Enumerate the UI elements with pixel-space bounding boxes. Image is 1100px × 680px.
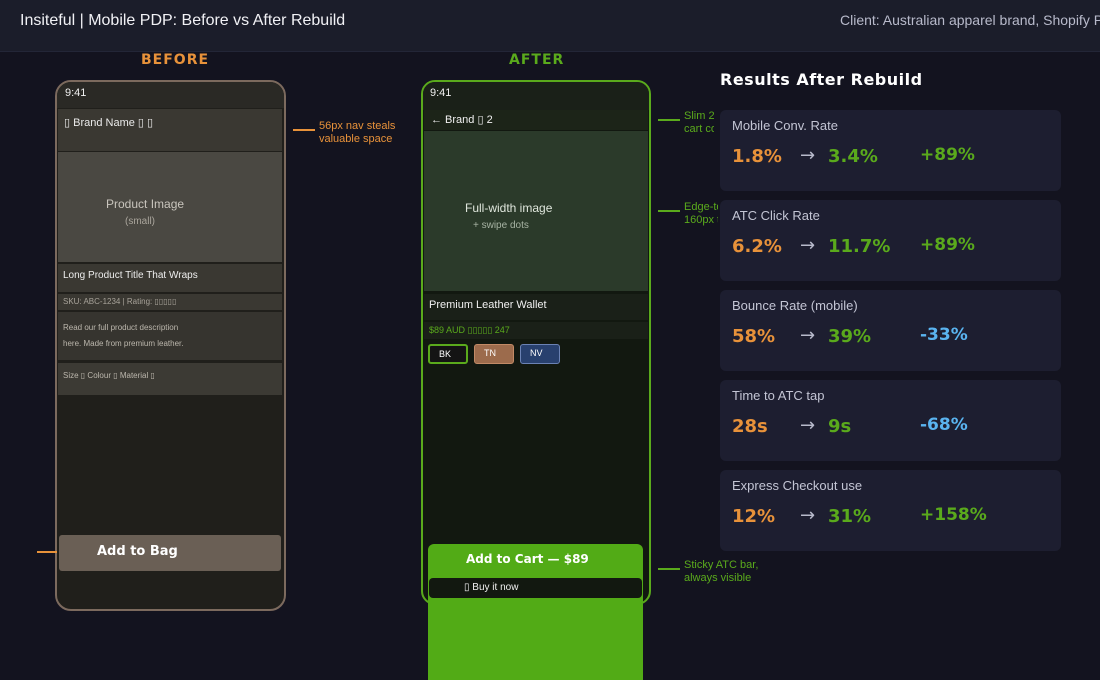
metric-card: Mobile Conv. Rate 1.8% → 3.4% +89% xyxy=(720,110,1061,191)
annotation-line xyxy=(37,551,57,553)
metric-delta: -68% xyxy=(920,415,968,435)
after-phone-mockup: 9:41 ← Brand ▯ 2 Full-width image + swip… xyxy=(421,80,651,605)
arrow-right-icon: → xyxy=(800,235,816,256)
metric-before-value: 1.8% xyxy=(732,146,782,167)
add-to-cart-button[interactable]: Add to Cart — $89 xyxy=(466,552,589,566)
metric-after-value: 39% xyxy=(828,326,872,347)
before-image-sub: (small) xyxy=(125,216,155,227)
metric-before-value: 28s xyxy=(732,416,768,437)
annotation-line1: Edge-to xyxy=(684,201,718,213)
metric-label: Bounce Rate (mobile) xyxy=(732,298,858,313)
client-label: Client: Australian apparel brand, Shopif… xyxy=(840,12,1100,28)
swatch-navy[interactable]: NV xyxy=(520,344,560,364)
before-label: BEFORE xyxy=(141,52,210,68)
metric-card: ATC Click Rate 6.2% → 11.7% +89% xyxy=(720,200,1061,281)
annotation-line2: cart cou xyxy=(684,123,714,135)
metric-after-value: 3.4% xyxy=(828,146,878,167)
before-description: Read our full product description here. … xyxy=(58,312,282,360)
annotation-nav: 56px nav steals valuable space xyxy=(319,120,395,146)
metric-label: Time to ATC tap xyxy=(732,388,825,403)
sticky-atc-bar: Add to Cart — $89 ▯ Buy it now xyxy=(428,544,643,680)
metric-label: Mobile Conv. Rate xyxy=(732,118,838,133)
arrow-right-icon: → xyxy=(800,145,816,166)
before-product-image: Product Image (small) xyxy=(58,152,282,262)
after-price-rating: $89 AUD ▯▯▯▯▯ 247 xyxy=(424,322,648,339)
metric-delta: +89% xyxy=(920,235,975,255)
after-product-title: Premium Leather Wallet xyxy=(424,294,648,320)
annotation-line2: valuable space xyxy=(319,133,393,145)
annotation-line xyxy=(658,568,680,570)
after-nav-bar[interactable]: ← Brand ▯ 2 xyxy=(424,110,648,130)
annotation-line1: 56px nav steals xyxy=(319,120,396,132)
metric-label: ATC Click Rate xyxy=(732,208,820,223)
before-description-line2: here. Made from premium leather. xyxy=(63,339,184,348)
before-phone-mockup: 9:41 ▯ Brand Name ▯ ▯ Product Image (sma… xyxy=(55,80,286,611)
arrow-right-icon: → xyxy=(800,325,816,346)
before-image-label: Product Image xyxy=(106,197,185,211)
metric-after-value: 9s xyxy=(828,416,852,437)
metric-delta: +158% xyxy=(920,505,987,525)
header-bar: Insiteful | Mobile PDP: Before vs After … xyxy=(0,0,1100,52)
annotation-line1: Slim 26 xyxy=(684,110,714,122)
annotation-line2: always visible xyxy=(684,572,752,584)
metric-after-value: 11.7% xyxy=(828,236,891,257)
after-label: AFTER xyxy=(509,52,565,68)
annotation-line xyxy=(293,129,315,131)
after-image-label: Full-width image xyxy=(465,201,553,215)
before-nav-bar[interactable]: ▯ Brand Name ▯ ▯ xyxy=(58,109,282,151)
metric-after-value: 31% xyxy=(828,506,872,527)
annotation-line xyxy=(658,119,680,121)
status-bar-time: 9:41 xyxy=(57,82,284,108)
after-product-image[interactable]: Full-width image + swipe dots xyxy=(424,131,648,291)
metric-before-value: 58% xyxy=(732,326,776,347)
metric-delta: +89% xyxy=(920,145,975,165)
metric-card: Express Checkout use 12% → 31% +158% xyxy=(720,470,1061,551)
before-description-line1: Read our full product description xyxy=(63,323,179,332)
annotation-line xyxy=(658,210,680,212)
after-image-sub: + swipe dots xyxy=(473,220,529,231)
arrow-right-icon: → xyxy=(800,415,816,436)
swatch-black[interactable]: BK xyxy=(428,344,468,364)
metric-card: Bounce Rate (mobile) 58% → 39% -33% xyxy=(720,290,1061,371)
page-title: Insiteful | Mobile PDP: Before vs After … xyxy=(20,12,346,29)
arrow-right-icon: → xyxy=(800,505,816,526)
add-to-bag-button[interactable]: Add to Bag xyxy=(59,535,281,571)
results-title: Results After Rebuild xyxy=(720,70,923,89)
metric-label: Express Checkout use xyxy=(732,478,863,493)
before-sku-rating: SKU: ABC-1234 | Rating: ▯▯▯▯▯ xyxy=(58,294,282,310)
metric-card: Time to ATC tap 28s → 9s -68% xyxy=(720,380,1061,461)
metric-before-value: 6.2% xyxy=(732,236,782,257)
annotation-edge-image: Edge-to 160px t xyxy=(684,201,718,227)
before-product-title: Long Product Title That Wraps xyxy=(58,264,282,292)
annotation-line1: Sticky ATC bar, xyxy=(684,559,759,571)
status-bar-time: 9:41 xyxy=(423,82,649,110)
annotation-slim-nav: Slim 26 cart cou xyxy=(684,110,714,136)
annotation-line2: 160px t xyxy=(684,214,718,226)
buy-it-now-button[interactable]: ▯ Buy it now xyxy=(429,578,642,598)
metric-before-value: 12% xyxy=(732,506,776,527)
before-variant-selectors[interactable]: Size ▯ Colour ▯ Material ▯ xyxy=(58,363,282,395)
metric-delta: -33% xyxy=(920,325,968,345)
swatch-tan[interactable]: TN xyxy=(474,344,514,364)
annotation-sticky: Sticky ATC bar, always visible xyxy=(684,559,758,585)
